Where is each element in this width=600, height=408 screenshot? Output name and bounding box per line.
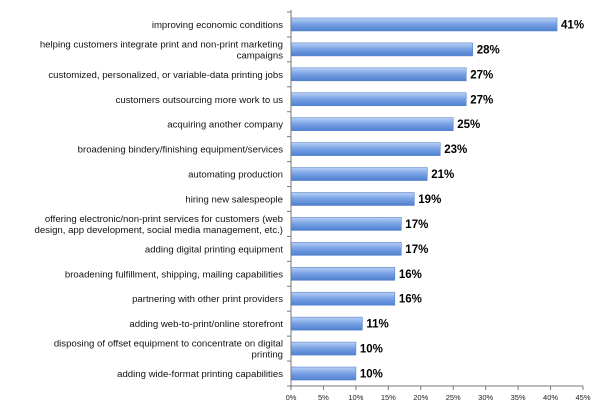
value-label: 11% [366,319,388,331]
category-label: hiring new salespeople [185,195,283,206]
category-label: broadening fulfillment, shipping, mailin… [65,269,283,280]
x-tick-label: 45% [575,393,590,402]
category-label: acquiring another company [167,120,283,131]
x-tick-label: 10% [348,393,363,402]
category-label: adding web-to-print/online storefront [129,319,283,330]
category-label: broadening bindery/finishing equipment/s… [78,145,284,156]
value-label: 10% [360,369,383,381]
x-tick-label: 30% [478,393,493,402]
bar [290,67,467,82]
x-tick-label: 5% [318,393,329,402]
category-labels: improving economic conditions helping cus… [34,20,283,380]
value-label: 17% [405,244,428,256]
category-label: adding wide-format printing capabilities [117,369,283,380]
value-label: 28% [477,44,500,56]
bar [290,217,402,231]
bar [290,291,396,306]
category-label: automating production [188,170,283,181]
bar [290,242,402,256]
value-label: 27% [470,94,493,106]
value-label: 25% [457,119,480,131]
bar [290,192,415,206]
x-tick-labels: 0% 5% 10% 15% 20% 25% 30% 35% 40% 45% [286,386,591,402]
value-label: 27% [470,69,493,81]
value-label: 17% [405,219,428,231]
x-tick-label: 25% [446,393,461,402]
category-label: customized, personalized, or variable-da… [48,70,283,81]
bar [290,117,454,131]
category-label: partnering with other print providers [132,294,283,305]
category-label: helping customers integrate print and no… [40,39,283,61]
bar [290,341,357,356]
x-tick-label: 20% [413,393,428,402]
value-label: 10% [360,344,383,356]
category-label: offering electronic/non-print services f… [34,214,283,236]
bar [290,42,473,57]
bar [290,142,441,156]
x-tick-label: 35% [511,393,526,402]
value-label: 21% [431,169,454,181]
bar [290,366,357,381]
category-label: adding digital printing equipment [145,244,283,255]
value-label: 16% [399,294,422,306]
category-label: disposing of offset equipment to concent… [54,339,283,361]
x-tick-label: 15% [381,393,396,402]
x-tick-label: 0% [286,393,297,402]
category-label: improving economic conditions [152,20,283,31]
value-label: 23% [444,144,467,156]
value-labels: 41% 28% 27% 27% 25% 23% 21% 19% 17% 17% 16% 16% 11% 1… [360,19,584,380]
value-label: 16% [399,269,422,281]
category-label: customers outsourcing more work to us [116,95,284,106]
axes [287,10,583,387]
bar [290,167,428,181]
bar [290,92,467,107]
value-label: 41% [561,19,584,31]
bar [290,266,396,281]
bar [290,316,363,331]
bar [290,17,558,32]
x-tick-label: 40% [543,393,558,402]
value-label: 19% [418,194,441,206]
